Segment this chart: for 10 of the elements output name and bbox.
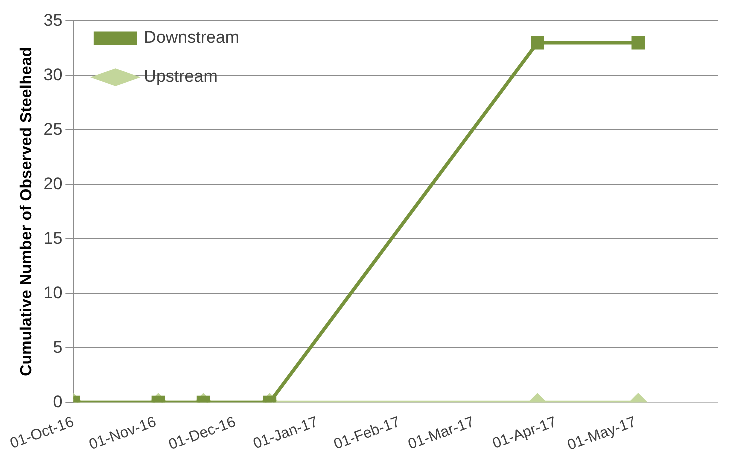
y-tick-label: 15 <box>44 228 63 248</box>
legend-label: Downstream <box>144 28 240 48</box>
y-tick-label: 10 <box>44 283 63 302</box>
y-tick-label: 35 <box>44 10 63 30</box>
y-tick-label: 30 <box>44 65 63 84</box>
y-tick-label: 5 <box>53 338 63 357</box>
y-tick-label: 25 <box>44 120 63 139</box>
y-tick-label: 0 <box>53 392 63 412</box>
y-tick-label: 20 <box>44 174 63 194</box>
y-axis-title: Cumulative Number of Observed Steelhead <box>18 47 36 376</box>
